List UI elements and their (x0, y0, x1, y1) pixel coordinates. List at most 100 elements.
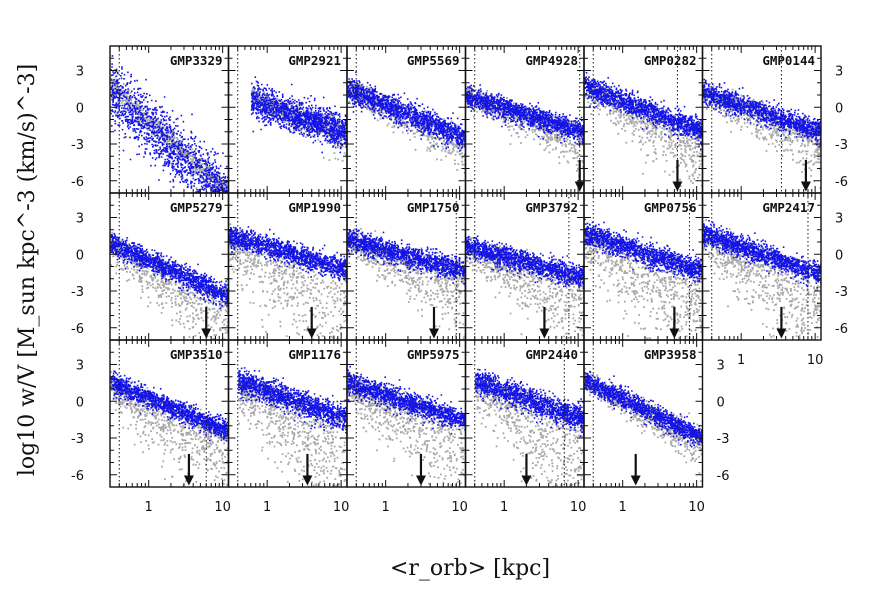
y-tick-label-right: 3 (835, 212, 843, 227)
y-tick-label-right-last: -3 (717, 432, 730, 447)
series-blue-points (237, 367, 347, 434)
y-tick-label-right: 0 (835, 101, 843, 116)
panel-points (584, 46, 703, 193)
series-blue-points (110, 232, 229, 310)
panel-label: GMP2417 (762, 200, 815, 215)
arrow-head (672, 181, 683, 192)
y-tick-label-right: -6 (835, 175, 848, 190)
series-blue-points (110, 370, 229, 442)
panel-label: GMP2440 (525, 347, 578, 362)
arrow-head (776, 328, 787, 339)
panel-frame (346, 45, 467, 194)
panel-gmp2921: GMP2921 (227, 45, 348, 194)
x-tick-label: 1 (145, 500, 153, 515)
x-tick-label: 10 (214, 500, 231, 515)
y-tick-label-right: 3 (835, 65, 843, 80)
y-tick-label: 3 (76, 65, 84, 80)
panel-label: GMP4928 (525, 53, 578, 68)
arrow-head (539, 328, 550, 339)
panel-label: GMP3958 (644, 347, 697, 362)
y-tick-label: -6 (71, 469, 84, 484)
series-gray-points (347, 373, 466, 487)
panel-gmp0282: GMP0282 (583, 45, 704, 194)
panel-label: GMP0756 (644, 200, 697, 215)
y-tick-label-right: 0 (835, 248, 843, 263)
y-tick-label: -3 (71, 138, 84, 153)
panel-points (110, 340, 229, 487)
y-tick-label: 3 (76, 359, 84, 374)
panel-label: GMP3329 (170, 53, 223, 68)
y-tick-label-right-last: 3 (717, 359, 725, 374)
panel-ticks (228, 339, 347, 488)
series-gray-points (110, 76, 229, 193)
panel-gmp0756: GMP0756 (583, 192, 704, 341)
panel-gmp3958: GMP3958 1 10 (583, 339, 705, 515)
x-tick-label-top-right: 10 (807, 353, 824, 368)
panel-label: GMP3510 (170, 347, 223, 362)
x-tick-label: 10 (451, 500, 468, 515)
series-blue-points (584, 72, 703, 151)
panel-points (110, 193, 229, 340)
series-blue-points (584, 370, 703, 449)
panel-ticks (702, 192, 821, 341)
panel-ticks (583, 339, 703, 488)
y-tick-label: 0 (76, 395, 84, 410)
panel-ticks (109, 45, 229, 194)
panel-points (347, 46, 466, 193)
axes-text: log10 w/V [M_sun kpc^-3 (km/s)^-3] <r_or… (15, 64, 550, 581)
x-tick-label: 1 (263, 500, 271, 515)
x-tick-label: 1 (382, 500, 390, 515)
panel-label: GMP5569 (407, 53, 460, 68)
panel-points (237, 46, 347, 193)
series-blue-points (347, 365, 466, 435)
series-blue-points (347, 71, 466, 156)
series-blue-points (474, 368, 584, 437)
y-tick-label: 0 (76, 248, 84, 263)
panel-label: GMP5279 (170, 200, 223, 215)
series-blue-points (347, 221, 466, 292)
series-gray-points (347, 80, 466, 174)
x-tick-label: 1 (619, 500, 627, 515)
panel-label: GMP0282 (644, 53, 697, 68)
arrow-head (428, 328, 439, 339)
y-tick-label: 0 (76, 101, 84, 116)
panel-points (347, 193, 466, 340)
arrow-head (800, 181, 811, 192)
panel-label: GMP2921 (288, 53, 341, 68)
x-tick-label: 1 (500, 500, 508, 515)
y-tick-label-right-last: -6 (717, 469, 730, 484)
panel-gmp3510: GMP3510 3 0 -3 -6 1 10 (71, 339, 231, 515)
panel-points (702, 46, 821, 193)
y-tick-label: -3 (71, 285, 84, 300)
y-tick-label-right: -6 (835, 322, 848, 337)
panel-points (584, 193, 703, 340)
panel-points (237, 340, 347, 487)
x-axis-title: <r_orb> [kpc] (390, 556, 550, 581)
panel-points (465, 193, 584, 340)
panel-points (702, 193, 821, 340)
panel-points (228, 193, 347, 340)
y-tick-label: -6 (71, 322, 84, 337)
series-gray-points (474, 373, 584, 487)
panel-gmp1750: GMP1750 (346, 192, 467, 341)
x-tick-label-top-right: 1 (737, 353, 745, 368)
y-tick-label: -6 (71, 175, 84, 190)
arrow-head (630, 475, 641, 486)
y-tick-label: -3 (71, 432, 84, 447)
y-tick-label-right-last: 0 (717, 395, 725, 410)
series-blue-points (584, 218, 703, 287)
x-tick-label: 10 (333, 500, 350, 515)
panel-label: GMP1990 (288, 200, 341, 215)
y-tick-label-right: -3 (835, 285, 848, 300)
series-blue-points (250, 76, 347, 156)
series-blue-points (702, 220, 821, 289)
panel-points (110, 46, 229, 193)
arrow-head (201, 328, 212, 339)
y-tick-label-right: -3 (835, 138, 848, 153)
arrow-head (302, 475, 313, 486)
arrow-head (183, 475, 194, 486)
panel-label: GMP0144 (762, 53, 815, 68)
x-tick-label: 10 (570, 500, 587, 515)
panel-label: GMP3792 (525, 200, 578, 215)
series-blue-points (465, 235, 584, 290)
